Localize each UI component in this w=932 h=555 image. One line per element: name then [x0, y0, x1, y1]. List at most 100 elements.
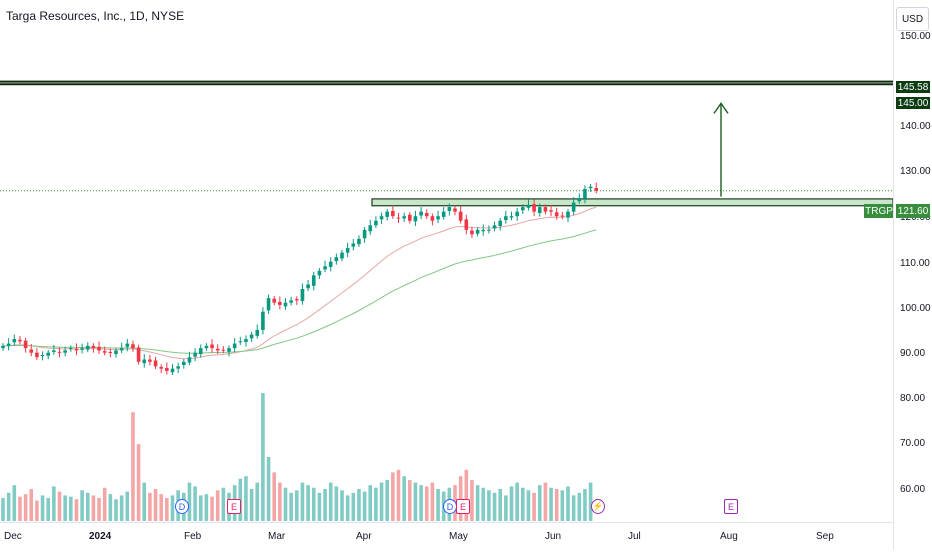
price-chart[interactable]: [0, 0, 894, 550]
target-arrow-head: [713, 102, 729, 114]
volume-bar: [198, 495, 203, 521]
resistance-zone: [371, 198, 894, 207]
candle-body: [487, 229, 491, 231]
candle-body: [232, 343, 237, 349]
volume-bar: [52, 486, 56, 521]
y-tick-70: 70.00: [900, 438, 926, 449]
candle-body: [537, 207, 542, 214]
dividend-marker[interactable]: D: [175, 499, 189, 514]
volume-bar: [577, 492, 582, 521]
candle-body: [193, 352, 197, 357]
candle-body: [504, 216, 508, 221]
time-axis[interactable]: [0, 522, 893, 551]
volume-bar: [402, 476, 406, 521]
ema-slow-line: [2, 229, 597, 354]
candle-body: [108, 352, 113, 354]
volume-bar: [204, 494, 209, 521]
chart-area[interactable]: Targa Resources, Inc., 1D, NYSE Dec 2024…: [0, 0, 894, 551]
candle-body: [244, 339, 248, 343]
event-flash-marker[interactable]: ⚡: [591, 499, 605, 514]
candle-body: [283, 302, 288, 307]
volume-bar: [69, 496, 73, 521]
candle-body: [227, 348, 231, 352]
volume-bar: [526, 490, 531, 521]
volume-bar: [504, 495, 508, 521]
volume-bar: [170, 495, 175, 521]
candle-body: [441, 211, 446, 217]
candle-body: [300, 289, 305, 302]
x-label-feb: Feb: [184, 531, 202, 542]
volume-bar: [23, 494, 28, 521]
currency-button[interactable]: USD: [896, 7, 929, 31]
volume-bar: [29, 489, 34, 521]
ema-fast-line: [2, 206, 597, 360]
candle-body: [6, 343, 11, 346]
candle-body: [334, 257, 339, 262]
volume-bar: [142, 482, 147, 521]
candle-body: [114, 350, 118, 355]
candle-body: [532, 204, 536, 212]
volume-bar: [210, 496, 214, 521]
candle-body: [23, 340, 28, 349]
volume-bar: [492, 492, 497, 521]
volume-bar: [40, 495, 45, 521]
dividend-marker[interactable]: D: [443, 499, 457, 514]
candle-body: [464, 219, 469, 230]
volume-bar: [97, 497, 101, 521]
x-label-sep: Sep: [816, 531, 834, 542]
candle-body: [85, 345, 90, 350]
candle-body: [12, 339, 17, 343]
volume-bar: [187, 482, 192, 521]
candle-body: [549, 210, 553, 212]
candle-body: [543, 207, 548, 212]
y-tick-90: 90.00: [900, 348, 926, 359]
volume-bar: [283, 487, 288, 521]
volume-bar: [153, 489, 158, 521]
candle-body: [80, 348, 84, 350]
upcoming-earnings-marker[interactable]: E: [724, 499, 738, 514]
candle-body: [46, 352, 50, 356]
volume-bar: [295, 490, 299, 521]
candle-body: [91, 345, 96, 349]
candle-body: [142, 359, 147, 364]
volume-bar: [521, 487, 525, 521]
candle-body: [554, 212, 559, 217]
candle-body: [131, 344, 135, 349]
candle-body: [153, 360, 158, 367]
volume-bar: [368, 485, 373, 521]
candle-body: [57, 351, 62, 353]
x-label-aug: Aug: [720, 531, 738, 542]
volume-bar: [165, 497, 169, 521]
volume-bar: [334, 486, 339, 521]
volume-bar: [436, 489, 440, 521]
earnings-marker[interactable]: E: [456, 499, 470, 514]
candle-body: [345, 248, 350, 253]
volume-bar: [487, 490, 491, 521]
level-price-label-lower: 145.00: [896, 97, 930, 109]
y-tick-100: 100.00: [900, 303, 931, 314]
volume-bar: [261, 393, 265, 521]
volume-bar: [136, 444, 141, 521]
candle-body: [583, 188, 587, 199]
candle-body: [102, 351, 107, 353]
volume-bar: [481, 487, 486, 521]
volume-bar: [554, 489, 559, 521]
volume-bar: [549, 487, 553, 521]
volume-bar: [85, 492, 90, 521]
volume-bar: [543, 482, 548, 521]
volume-bar: [35, 500, 39, 521]
candle-body: [159, 367, 163, 369]
chart-title: Targa Resources, Inc., 1D, NYSE: [6, 9, 185, 23]
candle-body: [1, 345, 5, 349]
volume-bar: [408, 480, 412, 521]
candle-body: [447, 207, 452, 211]
volume-bar: [317, 492, 322, 521]
volume-bar: [532, 492, 536, 521]
earnings-marker[interactable]: E: [227, 499, 241, 514]
y-tick-130: 130.00: [900, 166, 931, 177]
volume-bar: [419, 485, 423, 521]
volume-bar: [424, 486, 429, 521]
candle-body: [391, 210, 395, 217]
candle-body: [509, 216, 514, 218]
candle-body: [402, 216, 406, 219]
